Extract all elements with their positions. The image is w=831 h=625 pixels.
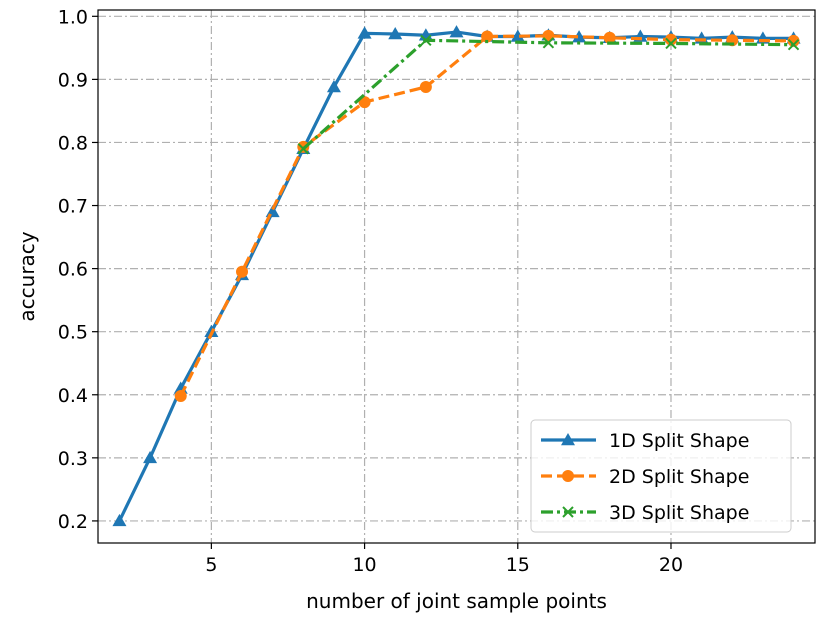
data-point: [603, 31, 616, 44]
legend-item: 2D Split Shape: [541, 466, 749, 488]
x-tick-label: 5: [205, 554, 217, 576]
y-tick-label: 0.2: [58, 511, 88, 533]
data-point: [542, 37, 555, 49]
data-point: [297, 143, 310, 155]
legend-item: 1D Split Shape: [541, 430, 749, 452]
data-point: [143, 450, 158, 464]
data-point: [787, 34, 800, 47]
data-point: [510, 29, 525, 42]
legend-marker: [561, 433, 575, 446]
data-point: [236, 265, 249, 278]
legend-label: 2D Split Shape: [609, 466, 749, 488]
x-tick-label: 15: [506, 554, 530, 576]
y-tick-label: 0.7: [58, 196, 88, 218]
legend-label: 1D Split Shape: [609, 430, 749, 452]
y-tick-label: 0.5: [58, 322, 88, 344]
series-3: [297, 34, 800, 155]
series-2: [174, 29, 800, 403]
legend: 1D Split Shape 2D Split Shape 3D Split Sha…: [530, 419, 792, 533]
y-axis-label: accuracy: [15, 231, 39, 321]
data-point: [174, 390, 187, 403]
data-point: [112, 513, 127, 527]
data-point: [664, 33, 677, 46]
data-point: [665, 37, 677, 50]
data-point: [787, 38, 800, 51]
data-point: [326, 79, 341, 93]
y-tick-label: 1.0: [58, 6, 88, 28]
data-point: [449, 25, 464, 38]
axis-ticks: 5 10 15 20 0.2 0.3 0.4 0.5 0.6 0.7 0.8 0.9 1.0: [58, 6, 683, 576]
plot-frame: [97, 9, 816, 544]
legend-box: [530, 419, 792, 533]
data-point: [357, 26, 372, 39]
data-point: [572, 30, 587, 43]
legend-item: 3D Split Shape: [541, 502, 749, 524]
legend-marker: [562, 470, 574, 482]
data-point: [419, 80, 432, 93]
x-tick-label: 20: [659, 554, 683, 576]
series-lines: [112, 25, 801, 527]
data-point: [388, 26, 403, 40]
y-tick-label: 0.8: [58, 132, 88, 154]
y-tick-label: 0.9: [58, 69, 88, 91]
y-tick-label: 0.6: [58, 259, 88, 281]
x-tick-label: 10: [352, 554, 376, 576]
data-point: [542, 29, 555, 42]
series-line: [302, 38, 794, 150]
legend-label: 3D Split Shape: [609, 502, 749, 524]
y-tick-label: 0.3: [58, 448, 88, 470]
x-axis-label: number of joint sample points: [306, 589, 607, 613]
data-point: [420, 34, 432, 46]
data-point: [481, 30, 494, 43]
y-tick-label: 0.4: [58, 385, 88, 407]
legend-marker: [562, 506, 574, 518]
